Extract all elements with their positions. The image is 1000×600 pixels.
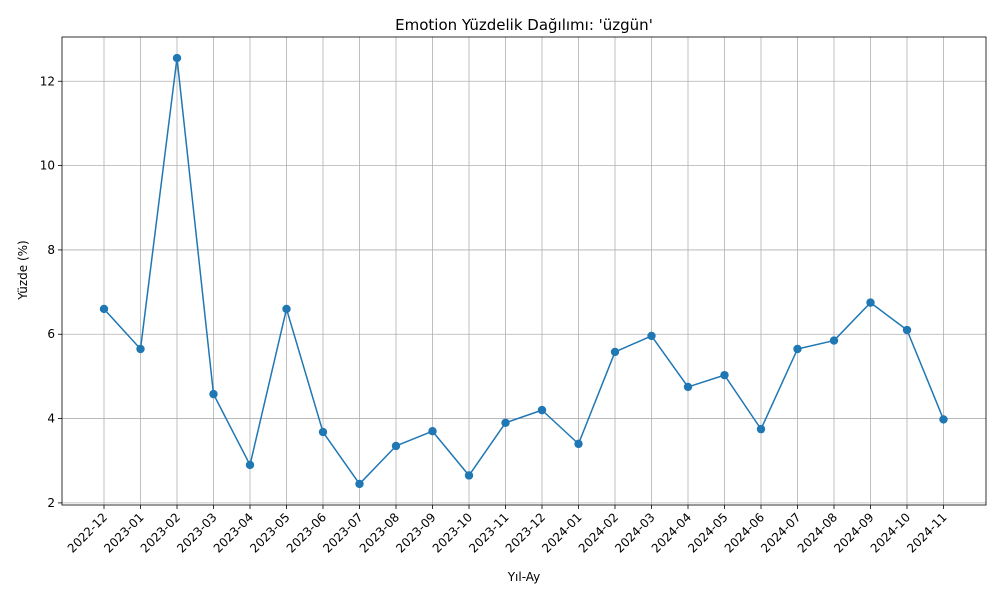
y-tick-label: 10	[40, 159, 55, 173]
y-tick-label: 6	[47, 327, 55, 341]
data-point	[829, 336, 839, 345]
data-point	[355, 479, 364, 489]
data-point	[756, 424, 766, 434]
data-point	[537, 405, 547, 415]
data-point	[245, 460, 255, 470]
data-point	[391, 441, 401, 451]
data-point	[428, 427, 437, 436]
data-point	[318, 427, 328, 437]
data-point	[793, 344, 802, 354]
y-tick-label: 8	[47, 243, 55, 257]
x-axis-label: Yıl-Ay	[507, 570, 541, 584]
y-tick-label: 12	[40, 74, 55, 88]
data-point	[647, 331, 656, 341]
chart-title: Emotion Yüzdelik Dağılımı: 'üzgün'	[395, 16, 653, 34]
data-point	[464, 471, 474, 480]
series-line	[103, 57, 945, 485]
data-point	[136, 344, 145, 354]
grid	[62, 37, 986, 505]
data-point	[574, 439, 583, 449]
y-axis-label: Yüzde (%)	[16, 240, 30, 300]
data-point	[501, 418, 510, 427]
data-point	[282, 304, 291, 314]
plot-frame	[61, 36, 987, 506]
y-tick-label: 4	[47, 412, 55, 426]
data-point	[939, 415, 948, 424]
data-point	[610, 347, 620, 357]
data-point	[683, 382, 693, 392]
data-point	[902, 325, 912, 335]
y-tick-label: 2	[47, 496, 55, 510]
data-point	[99, 304, 109, 314]
data-point	[172, 53, 182, 63]
data-point	[209, 389, 218, 399]
data-point	[866, 298, 875, 307]
data-point	[720, 370, 729, 380]
x-tick-label: 2024-11	[904, 510, 949, 555]
